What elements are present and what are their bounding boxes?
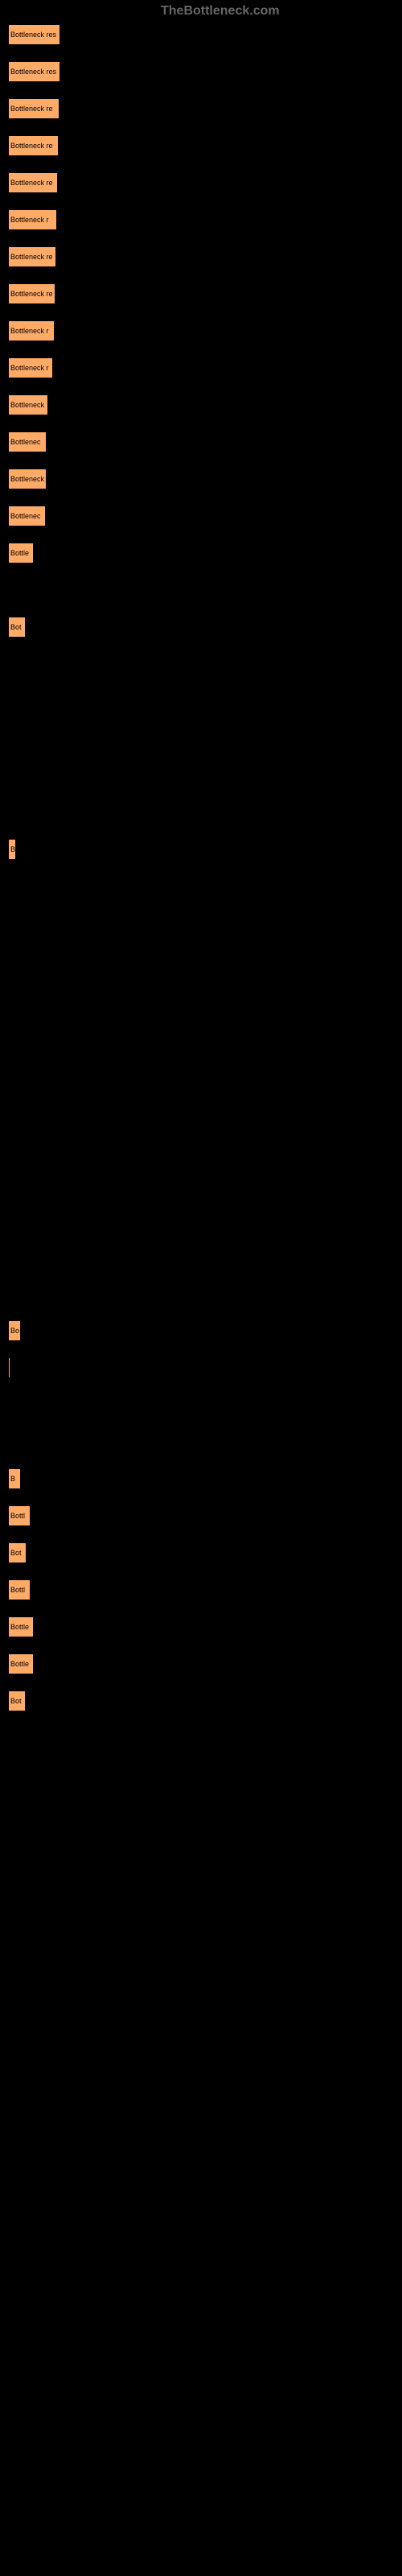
- bar-label: Bottleneck r: [9, 364, 49, 372]
- bar-label: B: [9, 845, 15, 853]
- bar: [8, 580, 10, 601]
- bar-row: Bottleneck r: [8, 320, 55, 341]
- bar: Bottlenec: [8, 431, 47, 452]
- bar-row: Bottleneck res: [8, 61, 60, 82]
- bar: Bottleneck r: [8, 357, 53, 378]
- bar-label: Bottleneck res: [9, 31, 56, 39]
- bar-row: Bottleneck re: [8, 283, 55, 304]
- bar-row: Bot: [8, 1542, 27, 1563]
- bar-row: [8, 580, 10, 601]
- bar: Bottleneck re: [8, 135, 59, 156]
- bar-row: Bottleneck re: [8, 172, 58, 193]
- bar: Bottleneck re: [8, 98, 59, 119]
- brand-text: TheBottleneck.com: [161, 4, 280, 19]
- bar-label: Bottl: [9, 1512, 25, 1520]
- bar-label: Bottleneck: [9, 475, 44, 483]
- bar: Bottle: [8, 543, 34, 564]
- bar-label: Bottle: [9, 1623, 29, 1631]
- bar: Bottleneck: [8, 394, 48, 415]
- bar-row: Bottl: [8, 1579, 31, 1600]
- bar-label: B: [9, 1475, 15, 1483]
- bar-label: Bottle: [9, 1660, 29, 1668]
- bar-label: Bottleneck re: [9, 179, 53, 187]
- bar: Bottleneck: [8, 469, 47, 489]
- bar: Bottlenec: [8, 506, 46, 526]
- bar: B: [8, 1468, 21, 1489]
- bar: Bot: [8, 1690, 26, 1711]
- bar: Bottleneck r: [8, 209, 57, 230]
- bar-row: Bottleneck: [8, 469, 47, 489]
- bar-row: Bottleneck r: [8, 209, 57, 230]
- bar-row: Bottle: [8, 1653, 34, 1674]
- bar-row: B: [8, 839, 16, 860]
- bar: Bottle: [8, 1653, 34, 1674]
- bar-row: Bottle: [8, 543, 34, 564]
- bar-label: Bottle: [9, 549, 29, 557]
- bar-label: Bottleneck re: [9, 290, 53, 298]
- bar-label: Bottleneck: [9, 401, 44, 409]
- bar-row: Bottlenec: [8, 431, 47, 452]
- bar-label: Bottlenec: [9, 512, 41, 520]
- bar-row: Bottleneck: [8, 394, 48, 415]
- bar: Bottle: [8, 1616, 34, 1637]
- bar-label: Bottleneck re: [9, 142, 53, 150]
- bar: Bottleneck re: [8, 172, 58, 193]
- bar-label: Bottl: [9, 1586, 25, 1594]
- bar-label: Bottleneck r: [9, 216, 49, 224]
- bar-row: Bottleneck re: [8, 98, 59, 119]
- bar: Bottl: [8, 1505, 31, 1526]
- bar-row: [8, 1357, 10, 1378]
- bar-label: Bo: [9, 1327, 19, 1335]
- bar: Bottleneck re: [8, 246, 56, 267]
- bar-label: Bottleneck r: [9, 327, 49, 335]
- bar-label: Bot: [9, 1697, 22, 1705]
- bar-label: Bottleneck re: [9, 253, 53, 261]
- bar: Bottleneck re: [8, 283, 55, 304]
- bar: Bot: [8, 1542, 27, 1563]
- bar-label: Bottlenec: [9, 438, 41, 446]
- bar: Bottleneck res: [8, 24, 60, 45]
- bar: Bottleneck res: [8, 61, 60, 82]
- bar-row: B: [8, 1468, 21, 1489]
- bar-label: Bot: [9, 623, 22, 631]
- bar-label: Bot: [9, 1549, 22, 1557]
- bar: Bottleneck r: [8, 320, 55, 341]
- bar: [8, 1357, 10, 1378]
- bar-row: Bottlenec: [8, 506, 46, 526]
- bar-row: Bot: [8, 1690, 26, 1711]
- bar: Bottl: [8, 1579, 31, 1600]
- bar-label: Bottleneck re: [9, 105, 53, 113]
- bar-row: Bottle: [8, 1616, 34, 1637]
- bar-row: Bottleneck re: [8, 135, 59, 156]
- bar-row: Bottleneck r: [8, 357, 53, 378]
- bar: B: [8, 839, 16, 860]
- bar-label: Bottleneck res: [9, 68, 56, 76]
- bar-row: Bottl: [8, 1505, 31, 1526]
- bar-row: Bottleneck re: [8, 246, 56, 267]
- bar-row: Bo: [8, 1320, 21, 1341]
- bar: Bot: [8, 617, 26, 638]
- bar-row: Bottleneck res: [8, 24, 60, 45]
- bar-row: Bot: [8, 617, 26, 638]
- bar: Bo: [8, 1320, 21, 1341]
